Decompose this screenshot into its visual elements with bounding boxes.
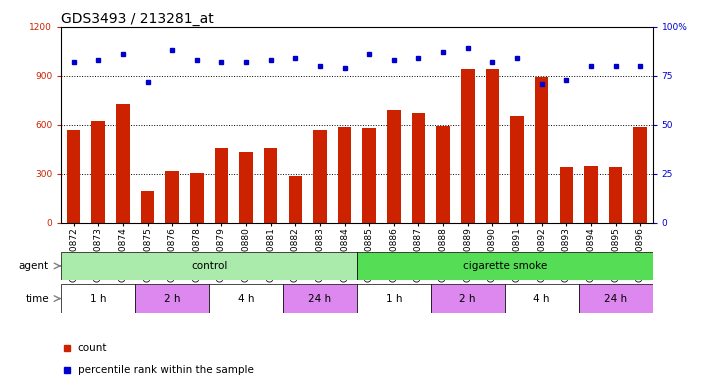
Bar xyxy=(535,77,549,223)
Text: 1 h: 1 h xyxy=(386,293,402,304)
Text: 2 h: 2 h xyxy=(459,293,476,304)
Text: count: count xyxy=(78,343,107,353)
Text: 2 h: 2 h xyxy=(164,293,180,304)
Bar xyxy=(61,252,357,280)
Bar xyxy=(313,130,327,223)
Bar xyxy=(387,110,401,223)
Text: 4 h: 4 h xyxy=(238,293,255,304)
Bar xyxy=(264,148,278,223)
Bar xyxy=(136,284,209,313)
Bar xyxy=(190,173,203,223)
Bar xyxy=(116,104,130,223)
Bar xyxy=(609,167,622,223)
Text: 24 h: 24 h xyxy=(309,293,332,304)
Text: percentile rank within the sample: percentile rank within the sample xyxy=(78,365,253,375)
Bar xyxy=(412,113,425,223)
Bar xyxy=(578,284,653,313)
Bar xyxy=(505,284,578,313)
Bar xyxy=(357,284,431,313)
Bar xyxy=(584,166,598,223)
Bar xyxy=(283,284,357,313)
Bar xyxy=(141,191,154,223)
Text: 24 h: 24 h xyxy=(604,293,627,304)
Bar xyxy=(634,127,647,223)
Bar xyxy=(209,284,283,313)
Text: control: control xyxy=(191,261,227,271)
Text: 1 h: 1 h xyxy=(90,293,107,304)
Text: agent: agent xyxy=(19,261,49,271)
Bar xyxy=(215,148,228,223)
Text: GDS3493 / 213281_at: GDS3493 / 213281_at xyxy=(61,12,214,26)
Bar xyxy=(338,127,351,223)
Text: cigarette smoke: cigarette smoke xyxy=(463,261,547,271)
Bar xyxy=(239,152,253,223)
Bar xyxy=(288,176,302,223)
Bar xyxy=(363,128,376,223)
Bar xyxy=(165,171,179,223)
Bar xyxy=(357,252,653,280)
Bar xyxy=(67,130,80,223)
Bar xyxy=(61,284,136,313)
Bar xyxy=(92,121,105,223)
Bar xyxy=(461,70,474,223)
Bar xyxy=(559,167,573,223)
Bar xyxy=(486,70,499,223)
Text: 4 h: 4 h xyxy=(534,293,550,304)
Text: time: time xyxy=(25,293,49,304)
Bar xyxy=(510,116,523,223)
Bar xyxy=(436,126,450,223)
Bar xyxy=(431,284,505,313)
